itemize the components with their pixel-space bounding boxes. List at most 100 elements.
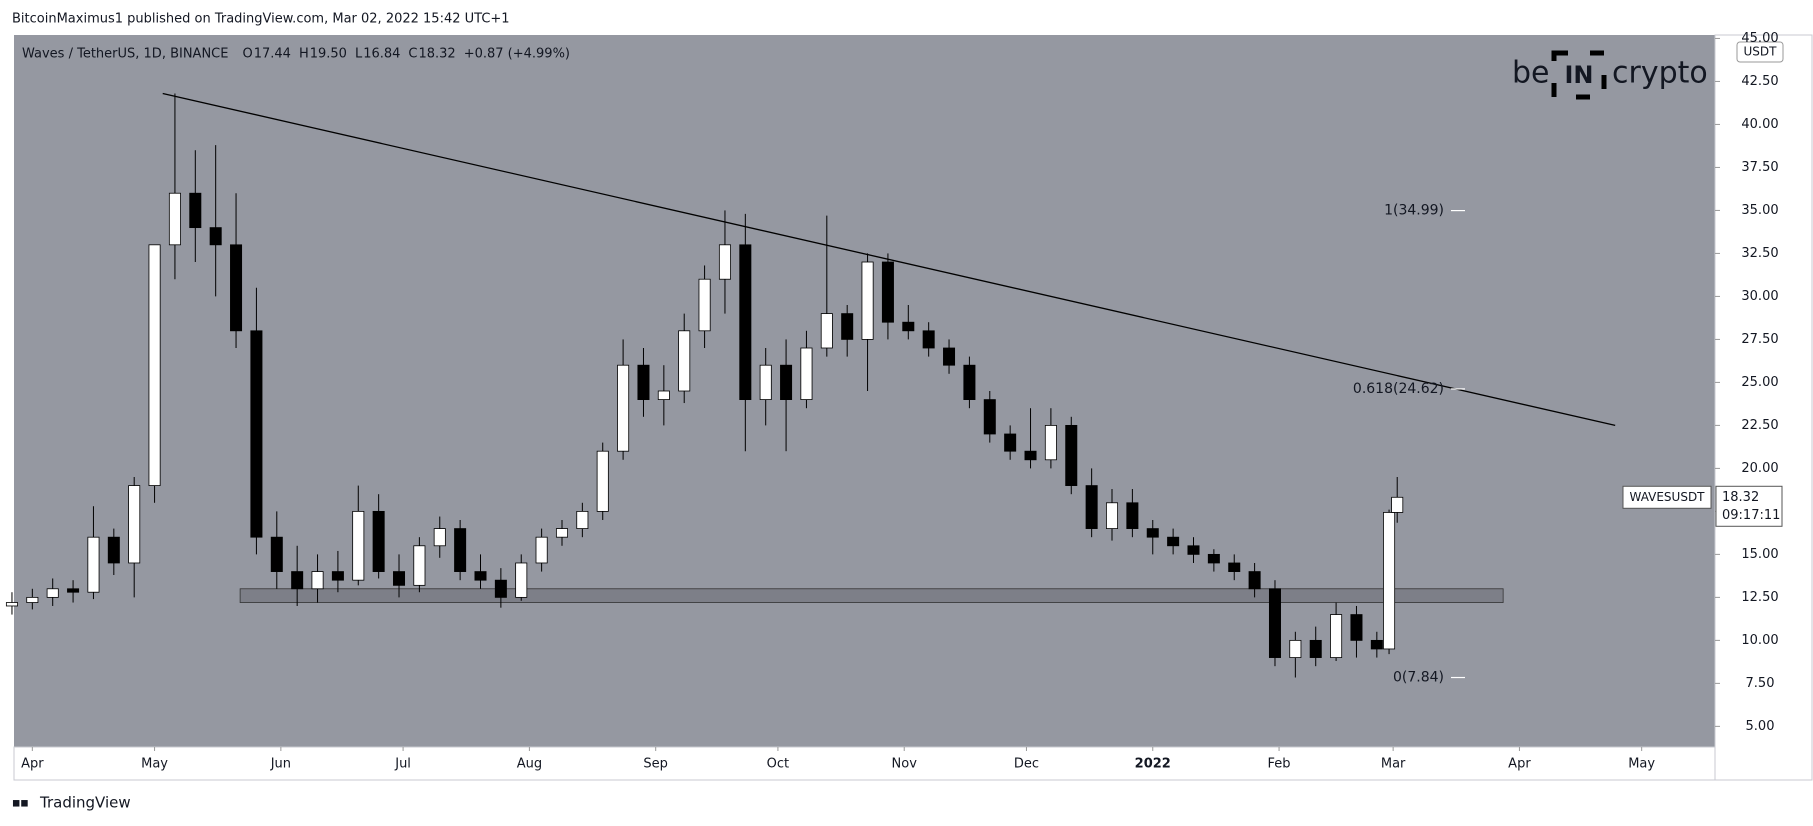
ohlc-value: 18.32 xyxy=(418,47,455,62)
candle-body xyxy=(596,450,609,512)
candle-body xyxy=(739,244,752,400)
candle-body xyxy=(800,347,813,400)
candle-body xyxy=(1383,512,1396,650)
candle-body xyxy=(1370,639,1383,650)
candle-body xyxy=(943,347,956,366)
symbol: Waves / TetherUS, 1D, BINANCE xyxy=(22,47,228,62)
candle-body xyxy=(759,364,772,400)
x-tick-label: Jun xyxy=(270,757,291,772)
candle-body xyxy=(1350,614,1363,641)
y-tick-label: 12.50 xyxy=(1741,590,1778,605)
y-tick-label: 45.00 xyxy=(1741,31,1778,46)
candle-body xyxy=(1085,485,1098,529)
ohlc-value: 17.44 xyxy=(254,47,291,62)
support-zone xyxy=(239,588,1504,603)
candle-body xyxy=(46,588,59,598)
candle-body xyxy=(617,364,630,452)
candle-body xyxy=(331,571,344,581)
ohlc-value: 19.50 xyxy=(310,47,347,62)
ohlc-key: L xyxy=(355,47,363,62)
ohlc-key: O xyxy=(242,47,252,62)
trendline xyxy=(162,92,1616,427)
legend-row: Waves / TetherUS, 1D, BINANCE O 17.44 H 19.… xyxy=(22,47,570,62)
fib-label: 0(7.84) xyxy=(1393,670,1444,686)
candle-body xyxy=(1248,571,1261,590)
candle-body xyxy=(1146,528,1159,538)
candle-body xyxy=(5,602,18,607)
publisher-note: BitcoinMaximus1 published on TradingView… xyxy=(12,12,510,27)
candle-body xyxy=(983,399,996,435)
candle-body xyxy=(87,536,100,593)
x-tick-label: Jul xyxy=(394,757,411,772)
x-tick-label: Oct xyxy=(767,757,789,772)
candle-body xyxy=(1126,502,1139,529)
candle-body xyxy=(881,261,894,323)
y-tick-label: 22.50 xyxy=(1741,418,1778,433)
y-tick-label: 30.00 xyxy=(1741,289,1778,304)
candle-body xyxy=(576,510,589,529)
candle-body xyxy=(372,510,385,572)
price-tag-name: WAVESUSDT xyxy=(1629,490,1705,504)
candle-body xyxy=(1187,545,1200,555)
candle-body xyxy=(1309,639,1322,658)
candle-body xyxy=(1268,588,1281,658)
price-axis xyxy=(1714,34,1813,781)
logo-text: IN xyxy=(1564,61,1593,89)
candle-body xyxy=(780,364,793,400)
fib-label: 0.618(24.62) xyxy=(1353,381,1444,397)
footer-icon: ◼◼ xyxy=(12,798,29,809)
candle-body xyxy=(128,485,141,564)
footer-brand: TradingView xyxy=(39,794,131,812)
y-tick-label: 5.00 xyxy=(1746,719,1775,734)
price-tag-box xyxy=(1715,485,1783,527)
price-tag-name-box xyxy=(1622,485,1712,509)
y-tick-label: 10.00 xyxy=(1741,633,1778,648)
candle-body xyxy=(454,528,467,572)
candle-body xyxy=(494,579,507,598)
x-tick-label: Nov xyxy=(892,757,918,772)
candle-body xyxy=(922,330,935,349)
candle-body xyxy=(168,192,181,246)
y-tick-label: 7.50 xyxy=(1746,676,1775,691)
candle-body xyxy=(230,244,243,332)
y-tick-label: 15.00 xyxy=(1741,547,1778,562)
candle-body xyxy=(26,596,39,603)
candle-body xyxy=(963,364,976,400)
candle-body xyxy=(393,571,406,586)
candle-body xyxy=(841,313,854,340)
candle-body xyxy=(555,528,568,538)
x-tick-label: Feb xyxy=(1268,757,1291,772)
candle-body xyxy=(902,321,915,332)
x-tick-label: Mar xyxy=(1381,757,1406,772)
unit-label: USDT xyxy=(1744,45,1778,59)
plot-background xyxy=(14,35,1715,747)
candle-body xyxy=(413,545,426,586)
candle-body xyxy=(657,390,670,400)
y-tick-label: 25.00 xyxy=(1741,375,1778,390)
candle-body xyxy=(698,278,711,332)
ohlc-key: C xyxy=(408,47,417,62)
logo-text: be xyxy=(1512,56,1550,91)
candle-body xyxy=(352,510,365,581)
candle-body xyxy=(1044,424,1057,461)
candle-body xyxy=(311,571,324,590)
candle-body xyxy=(718,244,731,280)
price-tag-value: 18.32 xyxy=(1722,490,1759,505)
price-tag-countdown: 09:17:11 xyxy=(1722,508,1780,523)
candle-body xyxy=(1207,553,1220,564)
candle-body xyxy=(535,536,548,564)
y-tick-label: 20.00 xyxy=(1741,461,1778,476)
candle-body xyxy=(250,330,263,538)
candle-body xyxy=(209,227,222,246)
candle-body xyxy=(1228,562,1241,572)
candle-body xyxy=(67,588,80,593)
candle-body xyxy=(433,528,446,547)
candle-body xyxy=(270,536,283,572)
y-tick-label: 40.00 xyxy=(1741,117,1778,132)
candle-body xyxy=(1065,424,1078,486)
y-tick-label: 37.50 xyxy=(1741,160,1778,175)
unit-box xyxy=(1736,41,1784,63)
y-tick-label: 32.50 xyxy=(1741,246,1778,261)
